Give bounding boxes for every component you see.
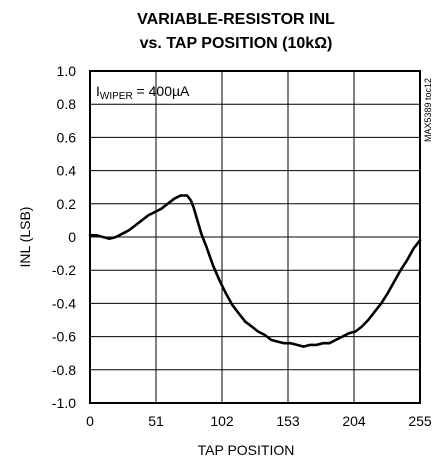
y-tick-label: -0.6 [52, 329, 76, 345]
y-tick-label: -0.8 [52, 362, 76, 378]
x-axis-label: TAP POSITION [198, 442, 295, 458]
y-tick-label: -0.2 [52, 262, 76, 278]
x-tick-label: 204 [342, 413, 366, 429]
y-tick-label: 0.4 [57, 163, 77, 179]
x-tick-label: 255 [408, 413, 432, 429]
annotation-value: = 400µA [133, 83, 190, 99]
y-tick-labels: 1.0 0.8 0.6 0.4 0.2 0 -0.2 -0.4 -0.6 -0.8 -1.0 [52, 63, 76, 411]
wiper-annotation: IWIPER = 400µA [96, 83, 190, 102]
figure-code: MAX5389 toc12 [423, 78, 433, 142]
annotation-sub: WIPER [100, 91, 133, 102]
plot-frame [89, 70, 421, 404]
y-tick-label: 1.0 [57, 63, 77, 79]
x-tick-label: 51 [148, 413, 164, 429]
x-tick-label: 0 [86, 413, 94, 429]
inl-series-line [88, 194, 422, 348]
annotation-main: I [96, 83, 100, 99]
y-tick-label: -1.0 [52, 395, 76, 411]
chart-title-line1: VARIABLE-RESISTOR INL [137, 11, 335, 28]
y-tick-label: 0 [68, 229, 76, 245]
y-tick-label: 0.6 [57, 129, 77, 145]
x-tick-label: 153 [276, 413, 300, 429]
y-tick-label: -0.4 [52, 295, 76, 311]
x-tick-label: 102 [210, 413, 234, 429]
y-tick-label: 0.2 [57, 196, 77, 212]
chart-title-line2: vs. TAP POSITION (10kΩ) [140, 35, 333, 52]
y-tick-label: 0.8 [57, 96, 77, 112]
grid-lines [89, 70, 421, 404]
x-tick-labels: 0 51 102 153 204 255 [86, 413, 432, 429]
y-axis-label: INL (LSB) [17, 207, 33, 268]
